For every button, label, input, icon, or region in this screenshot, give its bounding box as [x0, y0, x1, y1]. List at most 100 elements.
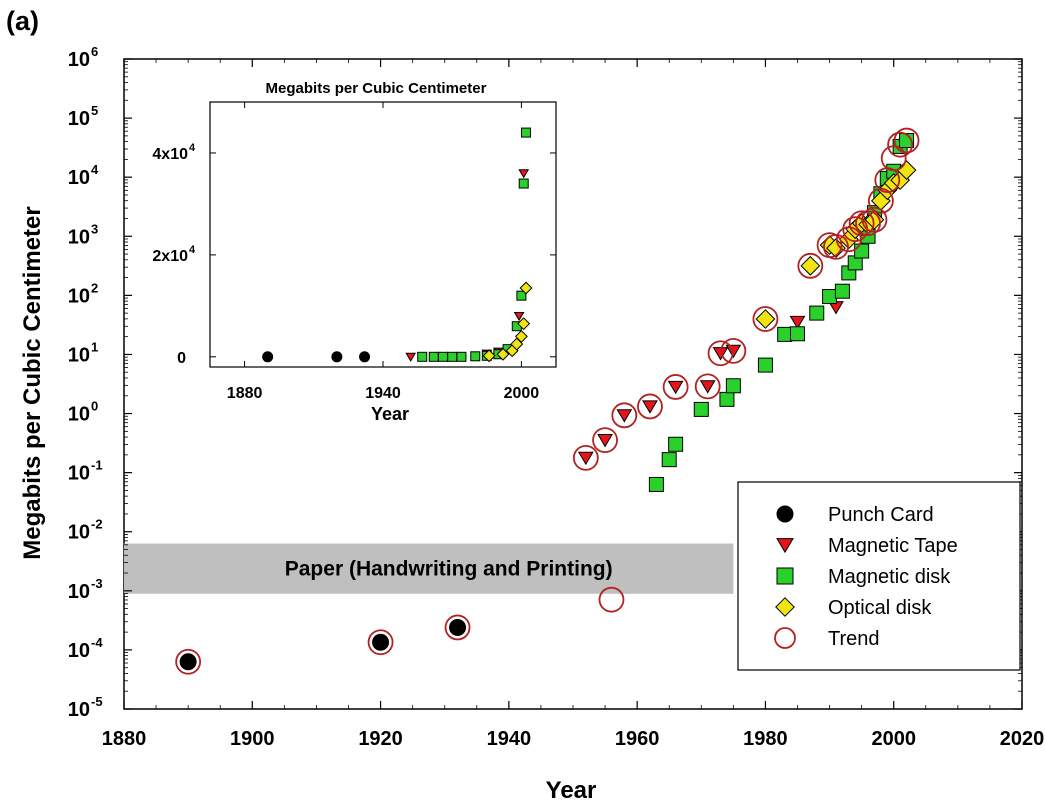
inset-point-magnetic-disk: [516, 290, 527, 301]
main-point-magnetic-disk: [854, 243, 870, 259]
main-point-trend: [797, 252, 824, 279]
main-point-punch-card: [372, 633, 390, 651]
main-point-trend: [367, 629, 394, 656]
inset-point-magnetic-disk: [518, 178, 529, 189]
main-point-trend: [823, 234, 849, 260]
y-tick-label: 10: [68, 226, 90, 248]
main-point-trend: [592, 427, 618, 454]
main-point-trend: [848, 210, 875, 237]
main-point-magnetic-disk: [668, 436, 684, 452]
main-point-magnetic-disk: [809, 305, 825, 321]
inset-point-punch-card: [262, 351, 274, 363]
main-point-punch-card: [179, 653, 197, 671]
y-tick-exponent: 0: [91, 399, 98, 414]
main-point-optical-disk: [896, 160, 917, 180]
inset-point-magnetic-disk: [456, 351, 467, 362]
inset-point-magnetic-disk: [447, 351, 458, 362]
legend-marker-optical-disk: [775, 597, 795, 617]
main-point-magnetic-disk: [757, 357, 773, 373]
inset-point-magnetic-tape: [405, 352, 417, 362]
paper-band-rect: [124, 543, 734, 594]
y-tick-label: 10: [68, 699, 90, 721]
main-point-trend: [752, 306, 779, 332]
main-point-punch-card: [449, 618, 467, 636]
main-point-magnetic-tape: [642, 400, 658, 414]
inset-point-optical-disk: [517, 317, 531, 331]
main-point-magnetic-disk: [725, 378, 741, 394]
inset-plot-frame: [209, 101, 557, 368]
main-x-axis-title: Year: [546, 777, 597, 803]
main-point-magnetic-tape: [577, 451, 594, 466]
inset-x-axis-title: Year: [371, 404, 409, 424]
y-tick-label: 10: [68, 49, 90, 71]
y-tick-exponent: -3: [91, 576, 103, 591]
inset-point-magnetic-disk: [437, 351, 448, 362]
main-point-trend: [611, 402, 638, 429]
main-point-trend: [444, 614, 471, 641]
inset-point-optical-disk: [514, 329, 528, 343]
main-point-magnetic-disk: [693, 401, 709, 417]
y-tick-label: 10: [68, 344, 90, 366]
main-point-trend: [887, 131, 914, 158]
inset-data-points: [262, 127, 533, 363]
y-tick-label: 10: [68, 522, 90, 544]
y-tick-exponent: 5: [91, 103, 98, 118]
inset-y-tick-exponent: 4: [189, 244, 196, 256]
inset-y-tick-label: 4x10: [152, 146, 188, 163]
x-tick-label: 1900: [230, 728, 275, 750]
main-point-trend: [662, 374, 689, 400]
y-tick-exponent: -4: [91, 635, 103, 650]
y-tick-label: 10: [68, 581, 90, 603]
main-point-trend: [893, 127, 920, 154]
main-point-magnetic-disk: [719, 391, 735, 407]
main-point-trend: [598, 586, 625, 613]
inset-point-optical-disk: [482, 349, 496, 363]
legend-label: Magnetic Tape: [828, 535, 958, 557]
inset-point-optical-disk: [519, 281, 533, 295]
main-point-magnetic-tape: [616, 409, 633, 423]
main-point-trend: [707, 340, 734, 367]
x-tick-label: 1880: [102, 728, 147, 750]
legend-items: Punch Card Magnetic Tape Magnetic disk Opti…: [774, 504, 958, 650]
main-point-magnetic-tape: [712, 347, 729, 361]
main-point-magnetic-tape: [667, 380, 684, 395]
inset-point-magnetic-disk: [470, 351, 481, 362]
x-tick-label: 1960: [615, 728, 660, 750]
legend-marker-magnetic-disk: [776, 567, 794, 585]
y-tick-label: 10: [68, 285, 90, 307]
main-data-points: [175, 127, 920, 675]
inset-point-punch-card: [331, 351, 343, 363]
y-tick-exponent: -5: [91, 694, 103, 709]
y-tick-label: 10: [68, 463, 90, 485]
inset-x-axis: 1880 1940 2000: [227, 102, 539, 402]
x-tick-label: 1920: [358, 728, 403, 750]
paper-band: Paper (Handwriting and Printing): [124, 543, 734, 594]
main-point-trend: [861, 206, 888, 233]
legend-label: Magnetic disk: [828, 566, 951, 588]
y-tick-exponent: 1: [91, 339, 98, 354]
main-y-axis-title: Megabits per Cubic Centimeter: [19, 206, 46, 559]
y-tick-label: 10: [68, 167, 90, 189]
main-x-axis: 1880 1900 1920 1940 1960 1980 2000 2020: [102, 59, 1044, 750]
main-point-optical-disk: [800, 255, 821, 276]
main-point-magnetic-tape: [789, 315, 806, 330]
y-tick-exponent: 3: [91, 221, 98, 236]
inset-point-magnetic-disk: [428, 351, 439, 362]
main-plot: Paper (Handwriting and Printing) 10 -510-…: [19, 44, 1044, 803]
legend: Punch Card Magnetic Tape Magnetic disk Opti…: [737, 481, 1021, 671]
main-point-trend: [880, 145, 907, 172]
paper-band-label: Paper (Handwriting and Printing): [285, 558, 613, 581]
y-tick-label: 10: [68, 108, 90, 130]
inset-title: Megabits per Cubic Centimeter: [266, 80, 487, 97]
main-point-magnetic-disk: [648, 476, 664, 492]
main-point-trend: [720, 338, 747, 364]
inset-x-tick-label: 1940: [365, 385, 401, 402]
inset-y-tick-label: 0: [177, 350, 186, 367]
y-tick-exponent: 2: [91, 280, 98, 295]
main-point-magnetic-tape: [725, 344, 742, 359]
y-tick-exponent: 4: [91, 162, 99, 177]
inset-x-tick-label: 1880: [227, 385, 263, 402]
main-point-magnetic-tape: [699, 380, 716, 394]
